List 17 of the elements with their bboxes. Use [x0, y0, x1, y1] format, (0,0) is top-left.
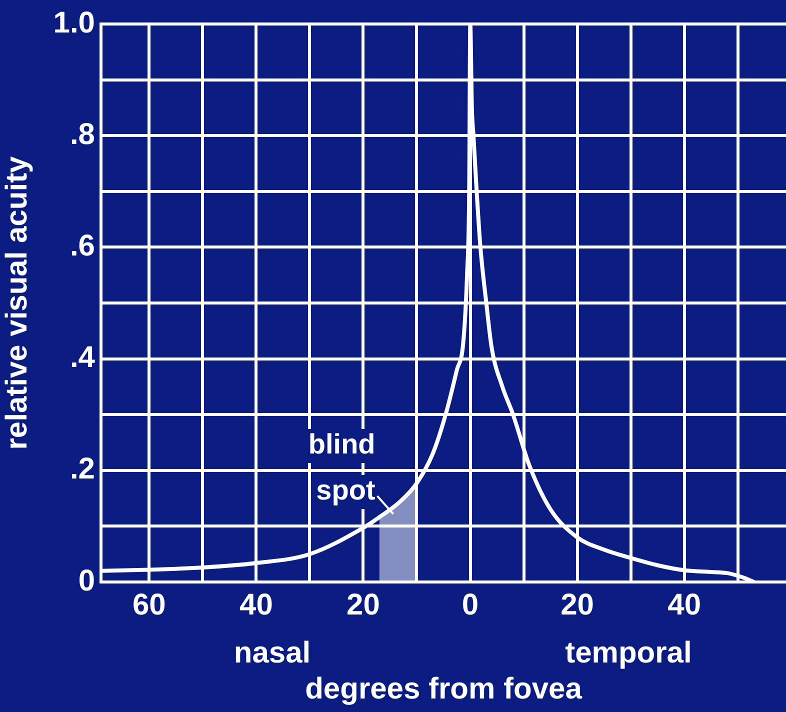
y-tick-label: .4: [70, 341, 96, 374]
x-axis-title: degrees from fovea: [305, 672, 582, 706]
x-tick-label: 0: [462, 588, 479, 622]
y-tick-label: .2: [70, 452, 95, 486]
y-tick-label: .6: [70, 229, 95, 262]
x-tick-label: 40: [668, 588, 702, 622]
x-tick-label: 60: [132, 588, 166, 622]
text: nasal: [234, 636, 311, 670]
x-tick-label: 40: [240, 588, 273, 622]
text: temporal: [565, 636, 692, 670]
y-tick-label: 0: [78, 564, 95, 598]
y-tick-label: .8: [70, 118, 95, 151]
band-label: blind spot: [308, 428, 376, 506]
x-tick-label: 20: [560, 588, 594, 622]
x-tick-label: 20: [346, 588, 380, 622]
y-axis-title: relative visual acuity: [0, 156, 34, 450]
y-tick-label: 1.0: [53, 6, 95, 40]
